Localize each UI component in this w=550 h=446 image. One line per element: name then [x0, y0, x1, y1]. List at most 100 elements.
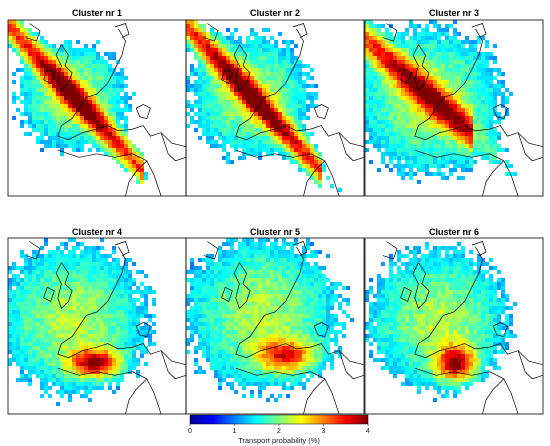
heatmap-cell — [238, 334, 242, 338]
heatmap-cell — [218, 36, 222, 40]
heatmap-cell — [489, 112, 493, 116]
heatmap-cell — [302, 258, 306, 262]
heatmap-cell — [8, 40, 12, 44]
heatmap-cell — [501, 96, 505, 100]
heatmap-cell — [186, 28, 190, 32]
heatmap-cell — [218, 44, 222, 48]
heatmap-cell — [112, 374, 116, 378]
heatmap-cell — [120, 132, 124, 136]
heatmap-cell — [286, 330, 290, 334]
heatmap-cell — [369, 136, 373, 140]
heatmap-cell — [230, 112, 234, 116]
heatmap-cell — [425, 156, 429, 160]
heatmap-cell — [124, 160, 128, 164]
heatmap-cell — [381, 80, 385, 84]
heatmap-cell — [262, 266, 266, 270]
heatmap-cell — [40, 120, 44, 124]
heatmap-cell — [72, 326, 76, 330]
heatmap-cell — [234, 290, 238, 294]
heatmap-cell — [226, 140, 230, 144]
heatmap-cell — [198, 306, 202, 310]
heatmap-cell — [16, 338, 20, 342]
heatmap-cell — [445, 92, 449, 96]
heatmap-cell — [369, 104, 373, 108]
heatmap-cell — [242, 112, 246, 116]
heatmap-cell — [210, 342, 214, 346]
heatmap-cell — [206, 92, 210, 96]
heatmap-cell — [132, 318, 136, 322]
heatmap-cell — [100, 346, 104, 350]
panel-3: Cluster nr 3 — [364, 8, 544, 197]
heatmap-cell — [120, 294, 124, 298]
heatmap-cell — [314, 278, 318, 282]
heatmap-cell — [369, 128, 373, 132]
heatmap-cell — [298, 148, 302, 152]
heatmap-cell — [124, 322, 128, 326]
heatmap-cell — [409, 96, 413, 100]
heatmap-cell — [417, 24, 421, 28]
heatmap-cell — [24, 44, 28, 48]
heatmap-cell — [453, 136, 457, 140]
heatmap-cell — [36, 294, 40, 298]
heatmap-cell — [210, 56, 214, 60]
heatmap-cell — [473, 44, 477, 48]
heatmap-cell — [318, 286, 322, 290]
heatmap-cell — [429, 116, 433, 120]
heatmap-cell — [206, 124, 210, 128]
heatmap-cell — [330, 290, 334, 294]
heatmap-cell — [477, 36, 481, 40]
heatmap-cell — [318, 156, 322, 160]
heatmap-cell — [68, 350, 72, 354]
heatmap-cell — [32, 362, 36, 366]
heatmap-cell — [453, 44, 457, 48]
coastline-path — [43, 68, 55, 84]
heatmap-cell — [104, 120, 108, 124]
heatmap-cell — [60, 350, 64, 354]
heatmap-cell — [32, 282, 36, 286]
heatmap-cell — [124, 314, 128, 318]
heatmap-cell — [56, 334, 60, 338]
heatmap-cell — [377, 56, 381, 60]
heatmap-cell — [12, 266, 16, 270]
heatmap-cell — [306, 108, 310, 112]
heatmap-cell — [12, 282, 16, 286]
heatmap-cell — [76, 274, 80, 278]
heatmap-cell — [449, 112, 453, 116]
heatmap-cell — [28, 120, 32, 124]
heatmap-cell — [425, 80, 429, 84]
heatmap-cell — [473, 152, 477, 156]
heatmap-cell — [449, 132, 453, 136]
heatmap-cell — [246, 290, 250, 294]
heatmap-cell — [405, 124, 409, 128]
heatmap-cell — [44, 262, 48, 266]
heatmap-cell — [112, 354, 116, 358]
heatmap-cell — [413, 120, 417, 124]
heatmap-cell — [258, 72, 262, 76]
heatmap-cell — [294, 326, 298, 330]
heatmap-cell — [278, 56, 282, 60]
heatmap-cell — [254, 112, 258, 116]
heatmap-cell — [112, 152, 116, 156]
heatmap-cell — [88, 56, 92, 60]
heatmap-cell — [36, 362, 40, 366]
heatmap-cell — [72, 84, 76, 88]
heatmap-cell — [306, 302, 310, 306]
heatmap-cell — [112, 326, 116, 330]
heatmap-cell — [128, 274, 132, 278]
heatmap-cell — [210, 104, 214, 108]
heatmap-cell — [60, 148, 64, 152]
coastline-path — [55, 262, 73, 310]
heatmap-cell — [100, 238, 104, 242]
heatmap-cell — [262, 238, 266, 242]
heatmap-cell — [234, 330, 238, 334]
heatmap-cell — [56, 136, 60, 140]
heatmap-cell — [389, 112, 393, 116]
heatmap-cell — [238, 104, 242, 108]
heatmap-cell — [226, 354, 230, 358]
heatmap-cell — [302, 266, 306, 270]
heatmap-cell — [234, 48, 238, 52]
heatmap-cell — [473, 52, 477, 56]
heatmap-cell — [214, 318, 218, 322]
heatmap-cell — [92, 136, 96, 140]
heatmap-cell — [136, 346, 140, 350]
